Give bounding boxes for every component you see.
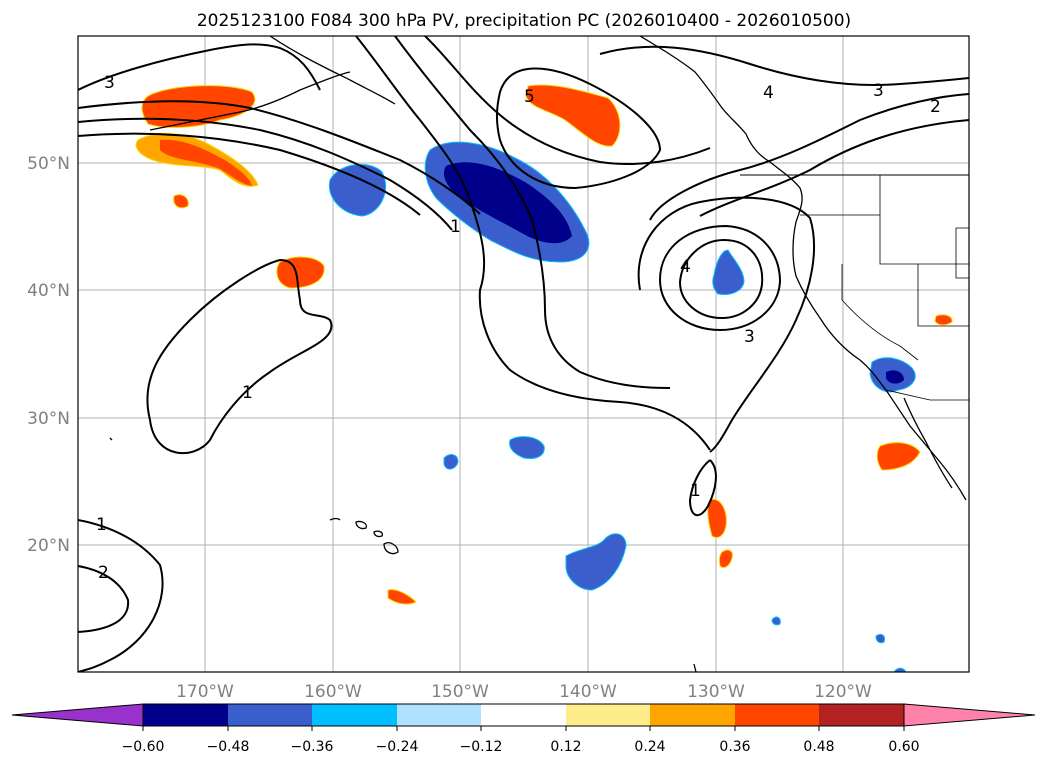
precip-blob xyxy=(886,370,904,384)
pv-contour xyxy=(649,93,969,221)
colorbar-tick-label: −0.60 xyxy=(122,739,165,755)
precip-blob xyxy=(276,256,325,289)
precip-blob xyxy=(718,549,733,569)
precip-blob xyxy=(876,442,921,471)
colorbar-tick-label: −0.48 xyxy=(207,739,250,755)
pv-contour xyxy=(658,224,782,332)
colorbar-segment xyxy=(650,704,735,726)
pv-contour xyxy=(78,100,481,215)
lat-label: 50°N xyxy=(27,154,70,174)
precip-blob xyxy=(443,454,459,470)
lon-label: 170°W xyxy=(176,682,234,702)
precip-blob xyxy=(934,314,953,326)
colorbar-segment xyxy=(312,704,397,726)
precip-blob xyxy=(875,633,885,644)
colorbar-segment xyxy=(481,704,566,726)
contour-labels: 3 5 4 3 2 1 4 3 1 1 1 2 xyxy=(96,73,941,583)
latitude-labels: 50°N 40°N 30°N 20°N xyxy=(27,154,70,556)
pv-contour xyxy=(599,45,969,87)
precip-blob xyxy=(387,589,417,605)
precip-blob xyxy=(509,436,545,459)
lat-label: 20°N xyxy=(27,536,70,556)
precip-blob xyxy=(173,194,189,209)
pv-contour xyxy=(78,117,453,231)
precip-blob xyxy=(160,139,252,186)
contour-label: 5 xyxy=(524,87,535,107)
pv-contour xyxy=(78,132,421,216)
colorbar-segment xyxy=(397,704,481,726)
contour-label: 3 xyxy=(744,327,755,347)
pv-contour xyxy=(637,196,816,453)
colorbar-tick-label: 0.24 xyxy=(634,739,665,755)
pv-contour xyxy=(394,36,671,389)
colorbar-tick-label: 0.36 xyxy=(719,739,750,755)
lon-label: 160°W xyxy=(304,682,362,702)
colorbar-tick-label: −0.12 xyxy=(460,739,503,755)
longitude-labels: 170°W 160°W 150°W 140°W 130°W 120°W xyxy=(176,682,872,702)
contour-label: 3 xyxy=(104,73,115,93)
colorbar-tick-label: −0.36 xyxy=(291,739,334,755)
precip-blob xyxy=(565,533,627,591)
contour-label: 1 xyxy=(96,515,107,535)
contour-label: 4 xyxy=(763,83,774,103)
colorbar-segment xyxy=(228,704,312,726)
precip-blob xyxy=(707,498,727,539)
lat-label: 40°N xyxy=(27,281,70,301)
colorbar-segment xyxy=(735,704,819,726)
figure-title: 2025123100 F084 300 hPa PV, precipitatio… xyxy=(197,11,851,31)
pv-contour xyxy=(688,459,717,516)
colorbar: −0.60 −0.48 −0.36 −0.24 −0.12 0.12 0.24 … xyxy=(11,703,1036,755)
pv-contour xyxy=(78,43,321,91)
contour-label: 2 xyxy=(930,97,941,117)
colorbar-tick-label: 0.48 xyxy=(803,739,834,755)
pv-contour xyxy=(496,67,662,190)
lon-label: 120°W xyxy=(814,682,872,702)
pv-contour xyxy=(699,119,969,217)
precip-blob xyxy=(141,85,256,128)
pv-contour xyxy=(146,258,333,454)
contour-label: 1 xyxy=(450,217,461,237)
precip-blob xyxy=(328,163,387,217)
colorbar-tick-label: 0.60 xyxy=(888,739,919,755)
coastlines xyxy=(109,36,969,672)
pv-contour xyxy=(78,565,130,633)
colorbar-tick-label: −0.24 xyxy=(376,739,419,755)
lat-label: 30°N xyxy=(27,409,70,429)
colorbar-extend-min xyxy=(11,703,144,727)
lon-label: 130°W xyxy=(687,682,745,702)
precip-blob xyxy=(712,249,745,295)
colorbar-segment xyxy=(566,704,650,726)
map-frame xyxy=(77,35,970,673)
colorbar-outline xyxy=(142,703,905,727)
contour-label: 4 xyxy=(680,257,691,277)
contour-label: 3 xyxy=(873,81,884,101)
precip-positive-anomalies xyxy=(135,84,953,605)
precip-blob xyxy=(771,616,781,626)
precip-blob xyxy=(443,162,572,244)
pv-contours xyxy=(78,36,969,672)
pv-contour xyxy=(424,36,711,165)
pv-contour xyxy=(678,238,764,320)
lon-label: 150°W xyxy=(431,682,489,702)
pv-contour xyxy=(78,519,164,672)
lon-label: 140°W xyxy=(559,682,617,702)
colorbar-segment xyxy=(143,704,228,726)
pv-contour xyxy=(355,36,711,451)
colorbar-extend-max xyxy=(903,703,1036,727)
colorbar-segment xyxy=(819,704,904,726)
contour-label: 1 xyxy=(242,383,253,403)
map-background xyxy=(78,36,969,672)
contour-label: 1 xyxy=(690,481,701,501)
precip-blob xyxy=(525,84,621,147)
colorbar-tick-label: 0.12 xyxy=(550,739,581,755)
contour-label: 2 xyxy=(98,563,109,583)
